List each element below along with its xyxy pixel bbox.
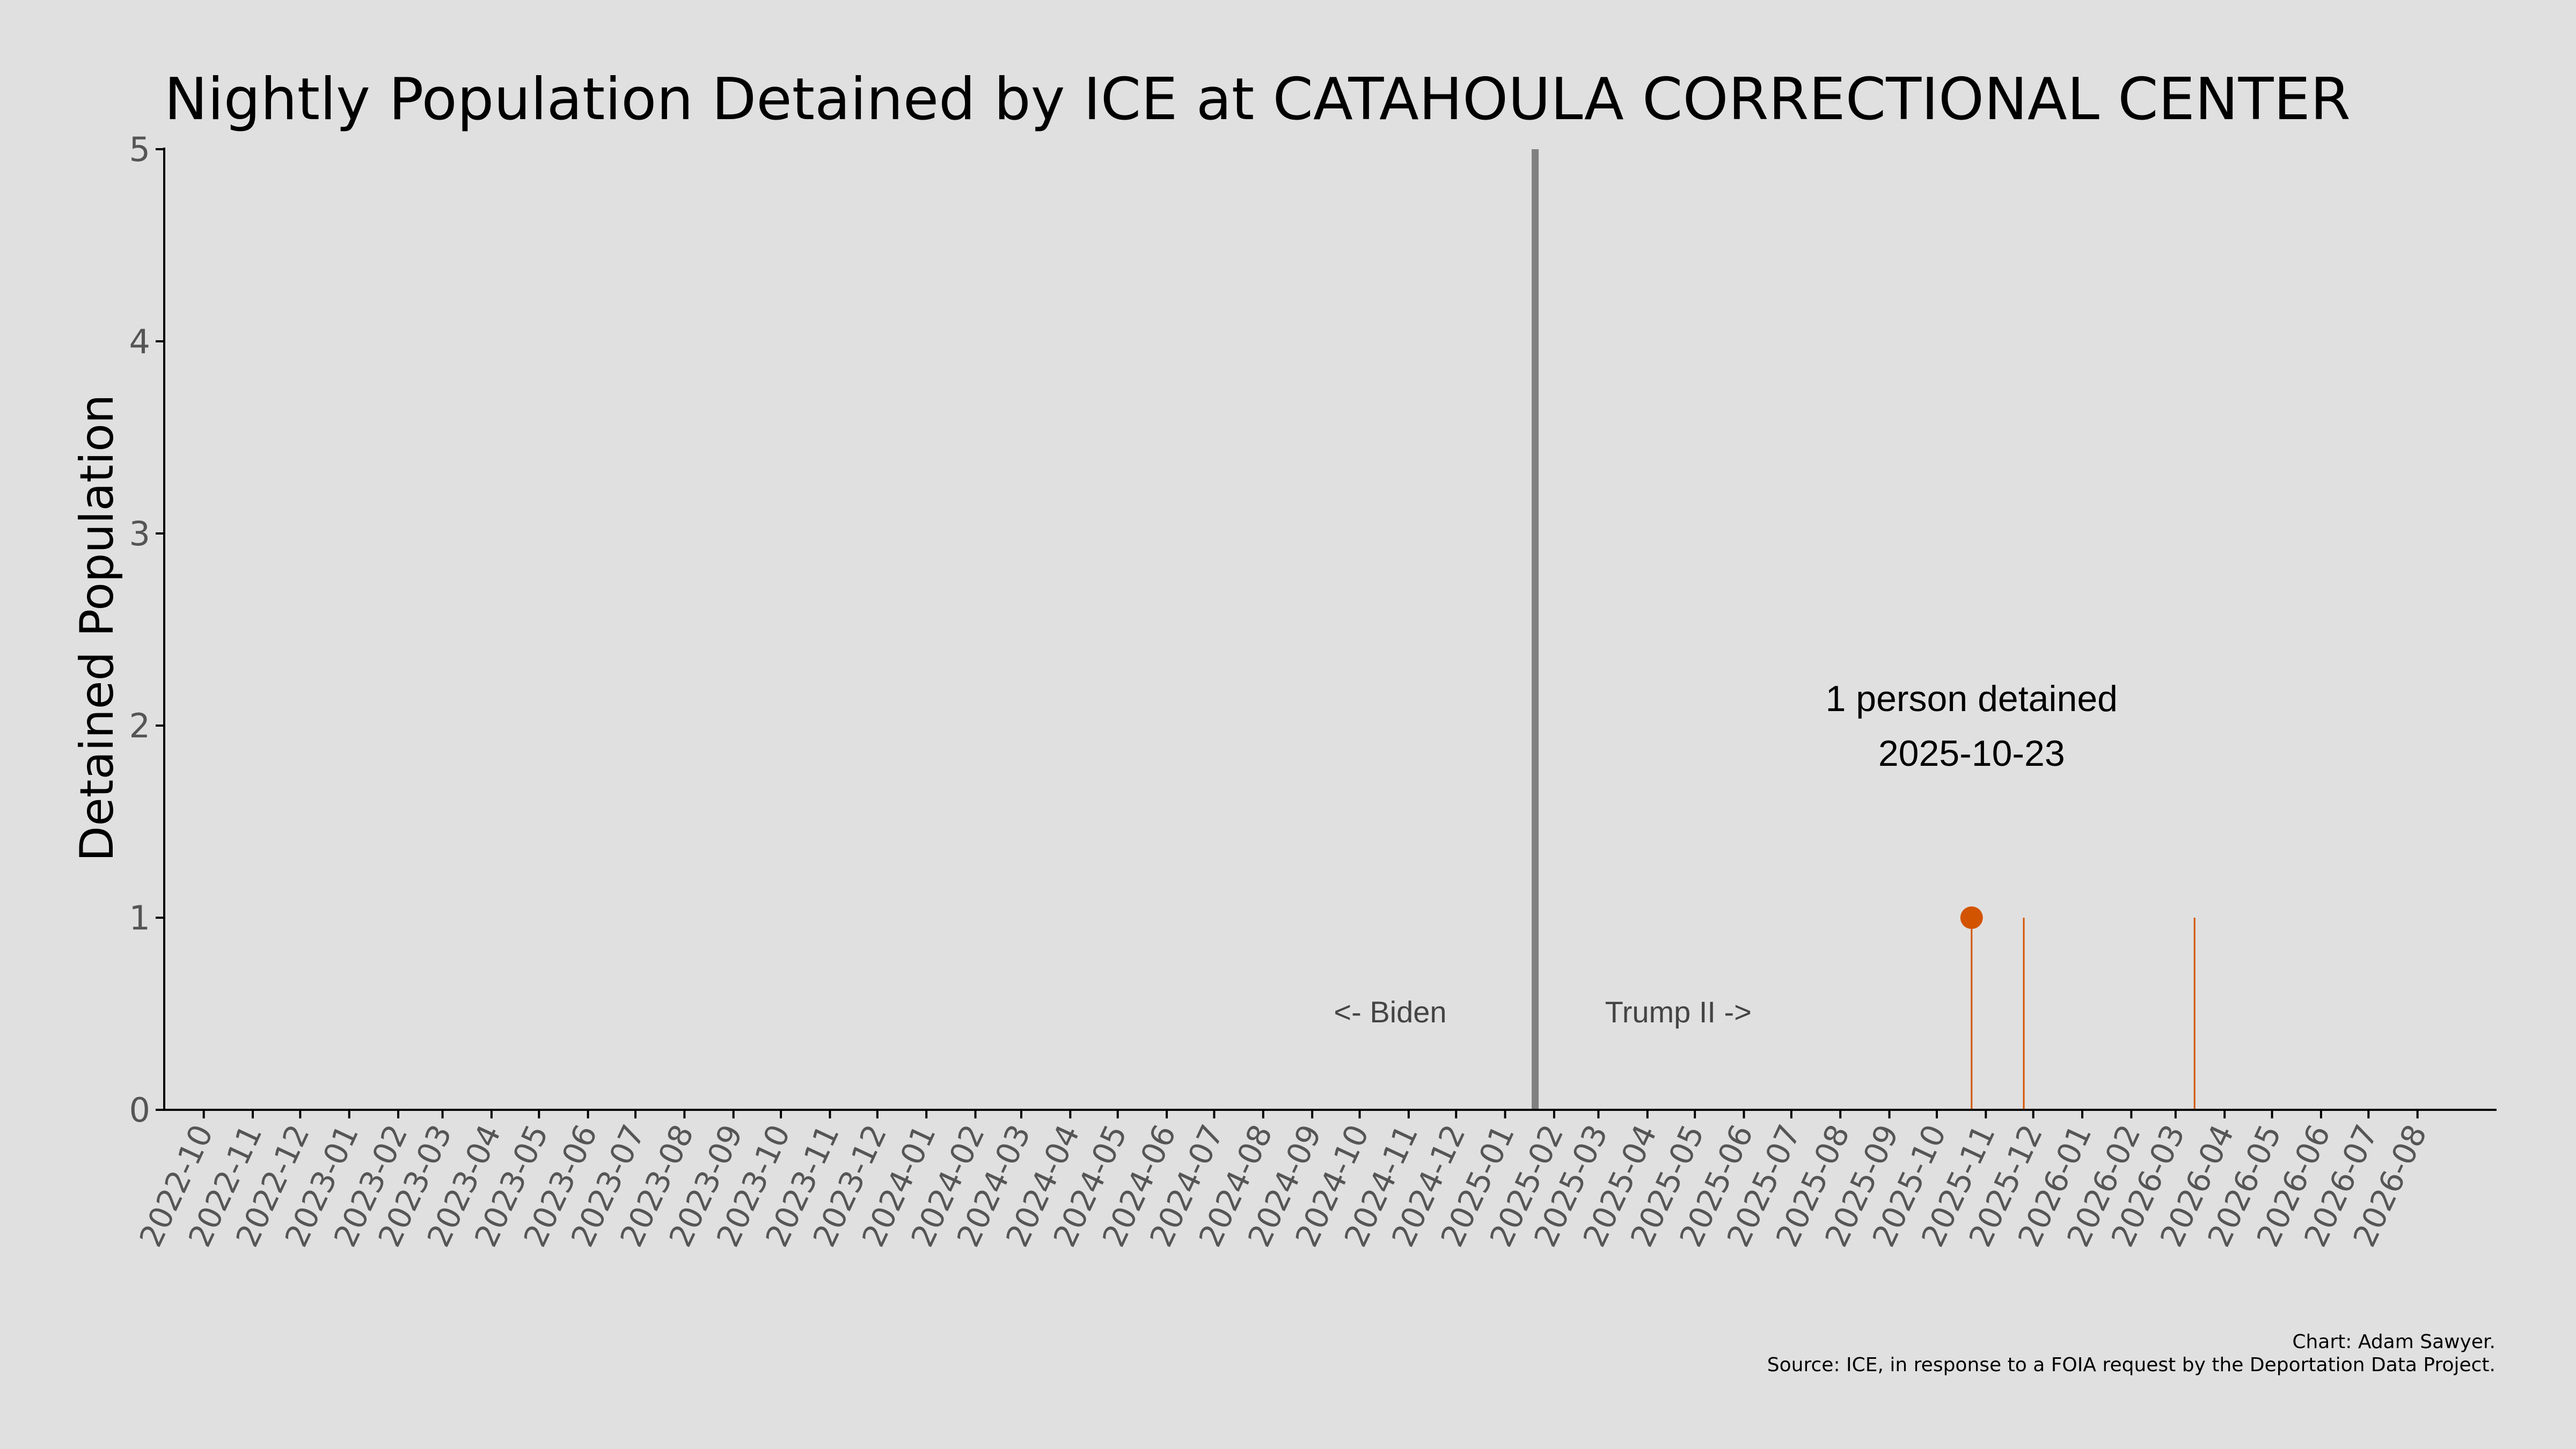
era-label-left: <- Biden	[1334, 995, 1446, 1029]
highlight-label-count: 1 person detained	[1826, 678, 2118, 719]
era-label-right: Trump II ->	[1605, 995, 1752, 1029]
highlight-point	[1960, 906, 1983, 929]
y-tick-label: 1	[129, 898, 150, 938]
chart-title: Nightly Population Detained by ICE at CA…	[164, 66, 2351, 133]
credit-source: Source: ICE, in response to a FOIA reque…	[1767, 1354, 2496, 1376]
highlight-label-date: 2025-10-23	[1878, 733, 2065, 774]
y-tick-label: 5	[129, 130, 150, 169]
y-tick-label: 3	[129, 514, 150, 553]
y-tick-label: 4	[129, 322, 150, 361]
y-axis-ticks: 0 1 2 3 4 5	[129, 130, 164, 1130]
credit-author: Chart: Adam Sawyer.	[2292, 1331, 2496, 1353]
x-axis-ticks: 2022-102022-112022-122023-012023-022023-…	[132, 1110, 2434, 1253]
y-tick-label: 2	[129, 706, 150, 745]
y-axis-label: Detained Population	[70, 394, 124, 862]
series-lines	[1971, 918, 2196, 1110]
y-tick-label: 0	[129, 1091, 150, 1130]
